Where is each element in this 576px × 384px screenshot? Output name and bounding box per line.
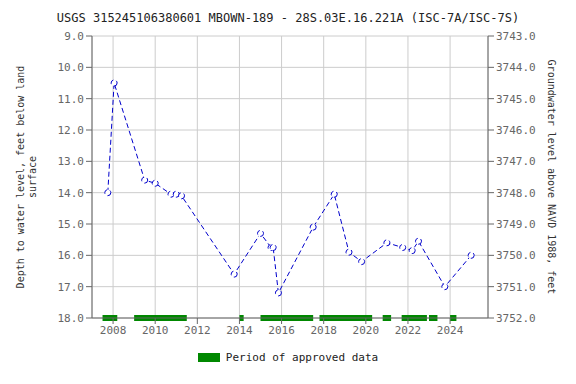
svg-text:3743.0: 3743.0 xyxy=(496,30,536,43)
svg-text:14.0: 14.0 xyxy=(58,187,85,200)
svg-text:2012: 2012 xyxy=(184,324,211,337)
svg-text:3747.0: 3747.0 xyxy=(496,155,536,168)
svg-text:3745.0: 3745.0 xyxy=(496,93,536,106)
svg-text:10.0: 10.0 xyxy=(58,61,85,74)
svg-text:2024: 2024 xyxy=(437,324,464,337)
svg-text:16.0: 16.0 xyxy=(58,249,85,262)
svg-text:3752.0: 3752.0 xyxy=(496,312,536,325)
svg-text:12.0: 12.0 xyxy=(58,124,85,137)
svg-text:Groundwater level above NAVD 1: Groundwater level above NAVD 1988, feet xyxy=(546,60,557,295)
svg-text:3744.0: 3744.0 xyxy=(496,61,536,74)
svg-text:2010: 2010 xyxy=(142,324,169,337)
svg-text:2008: 2008 xyxy=(100,324,127,337)
svg-text:Depth to water level, feet bel: Depth to water level, feet below landsur… xyxy=(15,66,38,289)
svg-text:15.0: 15.0 xyxy=(58,218,85,231)
svg-text:3748.0: 3748.0 xyxy=(496,187,536,200)
svg-text:3746.0: 3746.0 xyxy=(496,124,536,137)
svg-text:11.0: 11.0 xyxy=(58,93,85,106)
svg-text:2020: 2020 xyxy=(353,324,380,337)
svg-text:18.0: 18.0 xyxy=(58,312,85,325)
html-text:USGS 315245106380601 MBOWN-189: USGS 315245106380601 MBOWN-189 - 28S.03E… xyxy=(56,11,520,25)
svg-text:13.0: 13.0 xyxy=(58,155,85,168)
svg-text:2022: 2022 xyxy=(395,324,422,337)
svg-text:3750.0: 3750.0 xyxy=(496,249,536,262)
svg-text:2014: 2014 xyxy=(226,324,253,337)
svg-text:9.0: 9.0 xyxy=(64,30,84,43)
svg-text:17.0: 17.0 xyxy=(58,281,85,294)
svg-text:2016: 2016 xyxy=(268,324,295,337)
svg-text:3749.0: 3749.0 xyxy=(496,218,536,231)
html-text:Period of approved data: Period of approved data xyxy=(225,350,379,364)
svg-text:3751.0: 3751.0 xyxy=(496,281,536,294)
svg-text:2018: 2018 xyxy=(310,324,337,337)
